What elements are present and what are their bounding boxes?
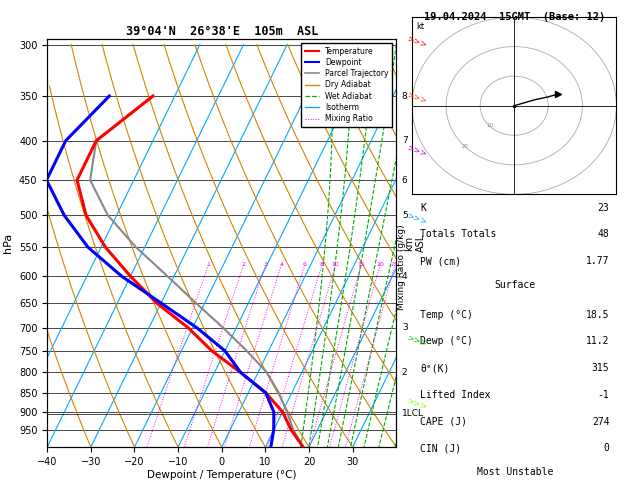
Text: 23: 23 [598,203,610,213]
Text: 1.77: 1.77 [586,256,610,266]
Text: >>>: >>> [406,396,428,411]
Text: 19.04.2024  15GMT  (Base: 12): 19.04.2024 15GMT (Base: 12) [423,12,605,22]
Text: 2: 2 [242,262,245,267]
Text: 10: 10 [331,262,340,267]
Text: -1: -1 [598,390,610,400]
Text: 6: 6 [402,175,408,185]
Text: CAPE (J): CAPE (J) [420,417,467,427]
Text: 6: 6 [303,262,307,267]
Text: 15: 15 [357,262,365,267]
Text: 5: 5 [402,211,408,220]
Text: >>>: >>> [406,89,428,105]
Text: Surface: Surface [494,280,535,290]
Text: 20: 20 [462,144,469,149]
Legend: Temperature, Dewpoint, Parcel Trajectory, Dry Adiabat, Wet Adiabat, Isotherm, Mi: Temperature, Dewpoint, Parcel Trajectory… [301,43,392,127]
Text: 7: 7 [402,136,408,145]
X-axis label: Dewpoint / Temperature (°C): Dewpoint / Temperature (°C) [147,469,296,480]
Text: CIN (J): CIN (J) [420,443,461,453]
Text: 2: 2 [402,368,408,377]
Text: 20: 20 [376,262,384,267]
Text: K: K [420,203,426,213]
Text: Temp (°C): Temp (°C) [420,310,473,320]
Text: 315: 315 [592,363,610,373]
Text: 4: 4 [402,272,408,281]
Text: 18.5: 18.5 [586,310,610,320]
Text: Lifted Index: Lifted Index [420,390,491,400]
Text: 25: 25 [391,262,399,267]
Text: >>>: >>> [406,332,428,348]
Text: 10: 10 [486,123,493,128]
Text: 8: 8 [320,262,324,267]
Text: 4: 4 [279,262,283,267]
Text: 11.2: 11.2 [586,336,610,347]
Text: 3: 3 [264,262,267,267]
Text: 8: 8 [402,91,408,101]
Text: PW (cm): PW (cm) [420,256,461,266]
Text: Dewp (°C): Dewp (°C) [420,336,473,347]
Y-axis label: hPa: hPa [3,233,13,253]
Text: kt: kt [416,22,424,31]
Text: >>>: >>> [406,211,428,226]
Text: θᵉ(K): θᵉ(K) [420,363,450,373]
Text: 48: 48 [598,229,610,240]
Text: Most Unstable: Most Unstable [477,468,553,477]
Text: 274: 274 [592,417,610,427]
Text: >>>: >>> [406,143,428,158]
Text: 1: 1 [206,262,210,267]
Text: Mixing Ratio (g/kg): Mixing Ratio (g/kg) [397,225,406,310]
Text: 1LCL: 1LCL [402,409,424,418]
Text: 3: 3 [402,323,408,332]
Text: 0: 0 [604,443,610,453]
Text: Totals Totals: Totals Totals [420,229,497,240]
Text: >>>: >>> [406,34,428,49]
Y-axis label: km
ASL: km ASL [404,234,425,252]
Title: 39°04'N  26°38'E  105m  ASL: 39°04'N 26°38'E 105m ASL [126,25,318,38]
